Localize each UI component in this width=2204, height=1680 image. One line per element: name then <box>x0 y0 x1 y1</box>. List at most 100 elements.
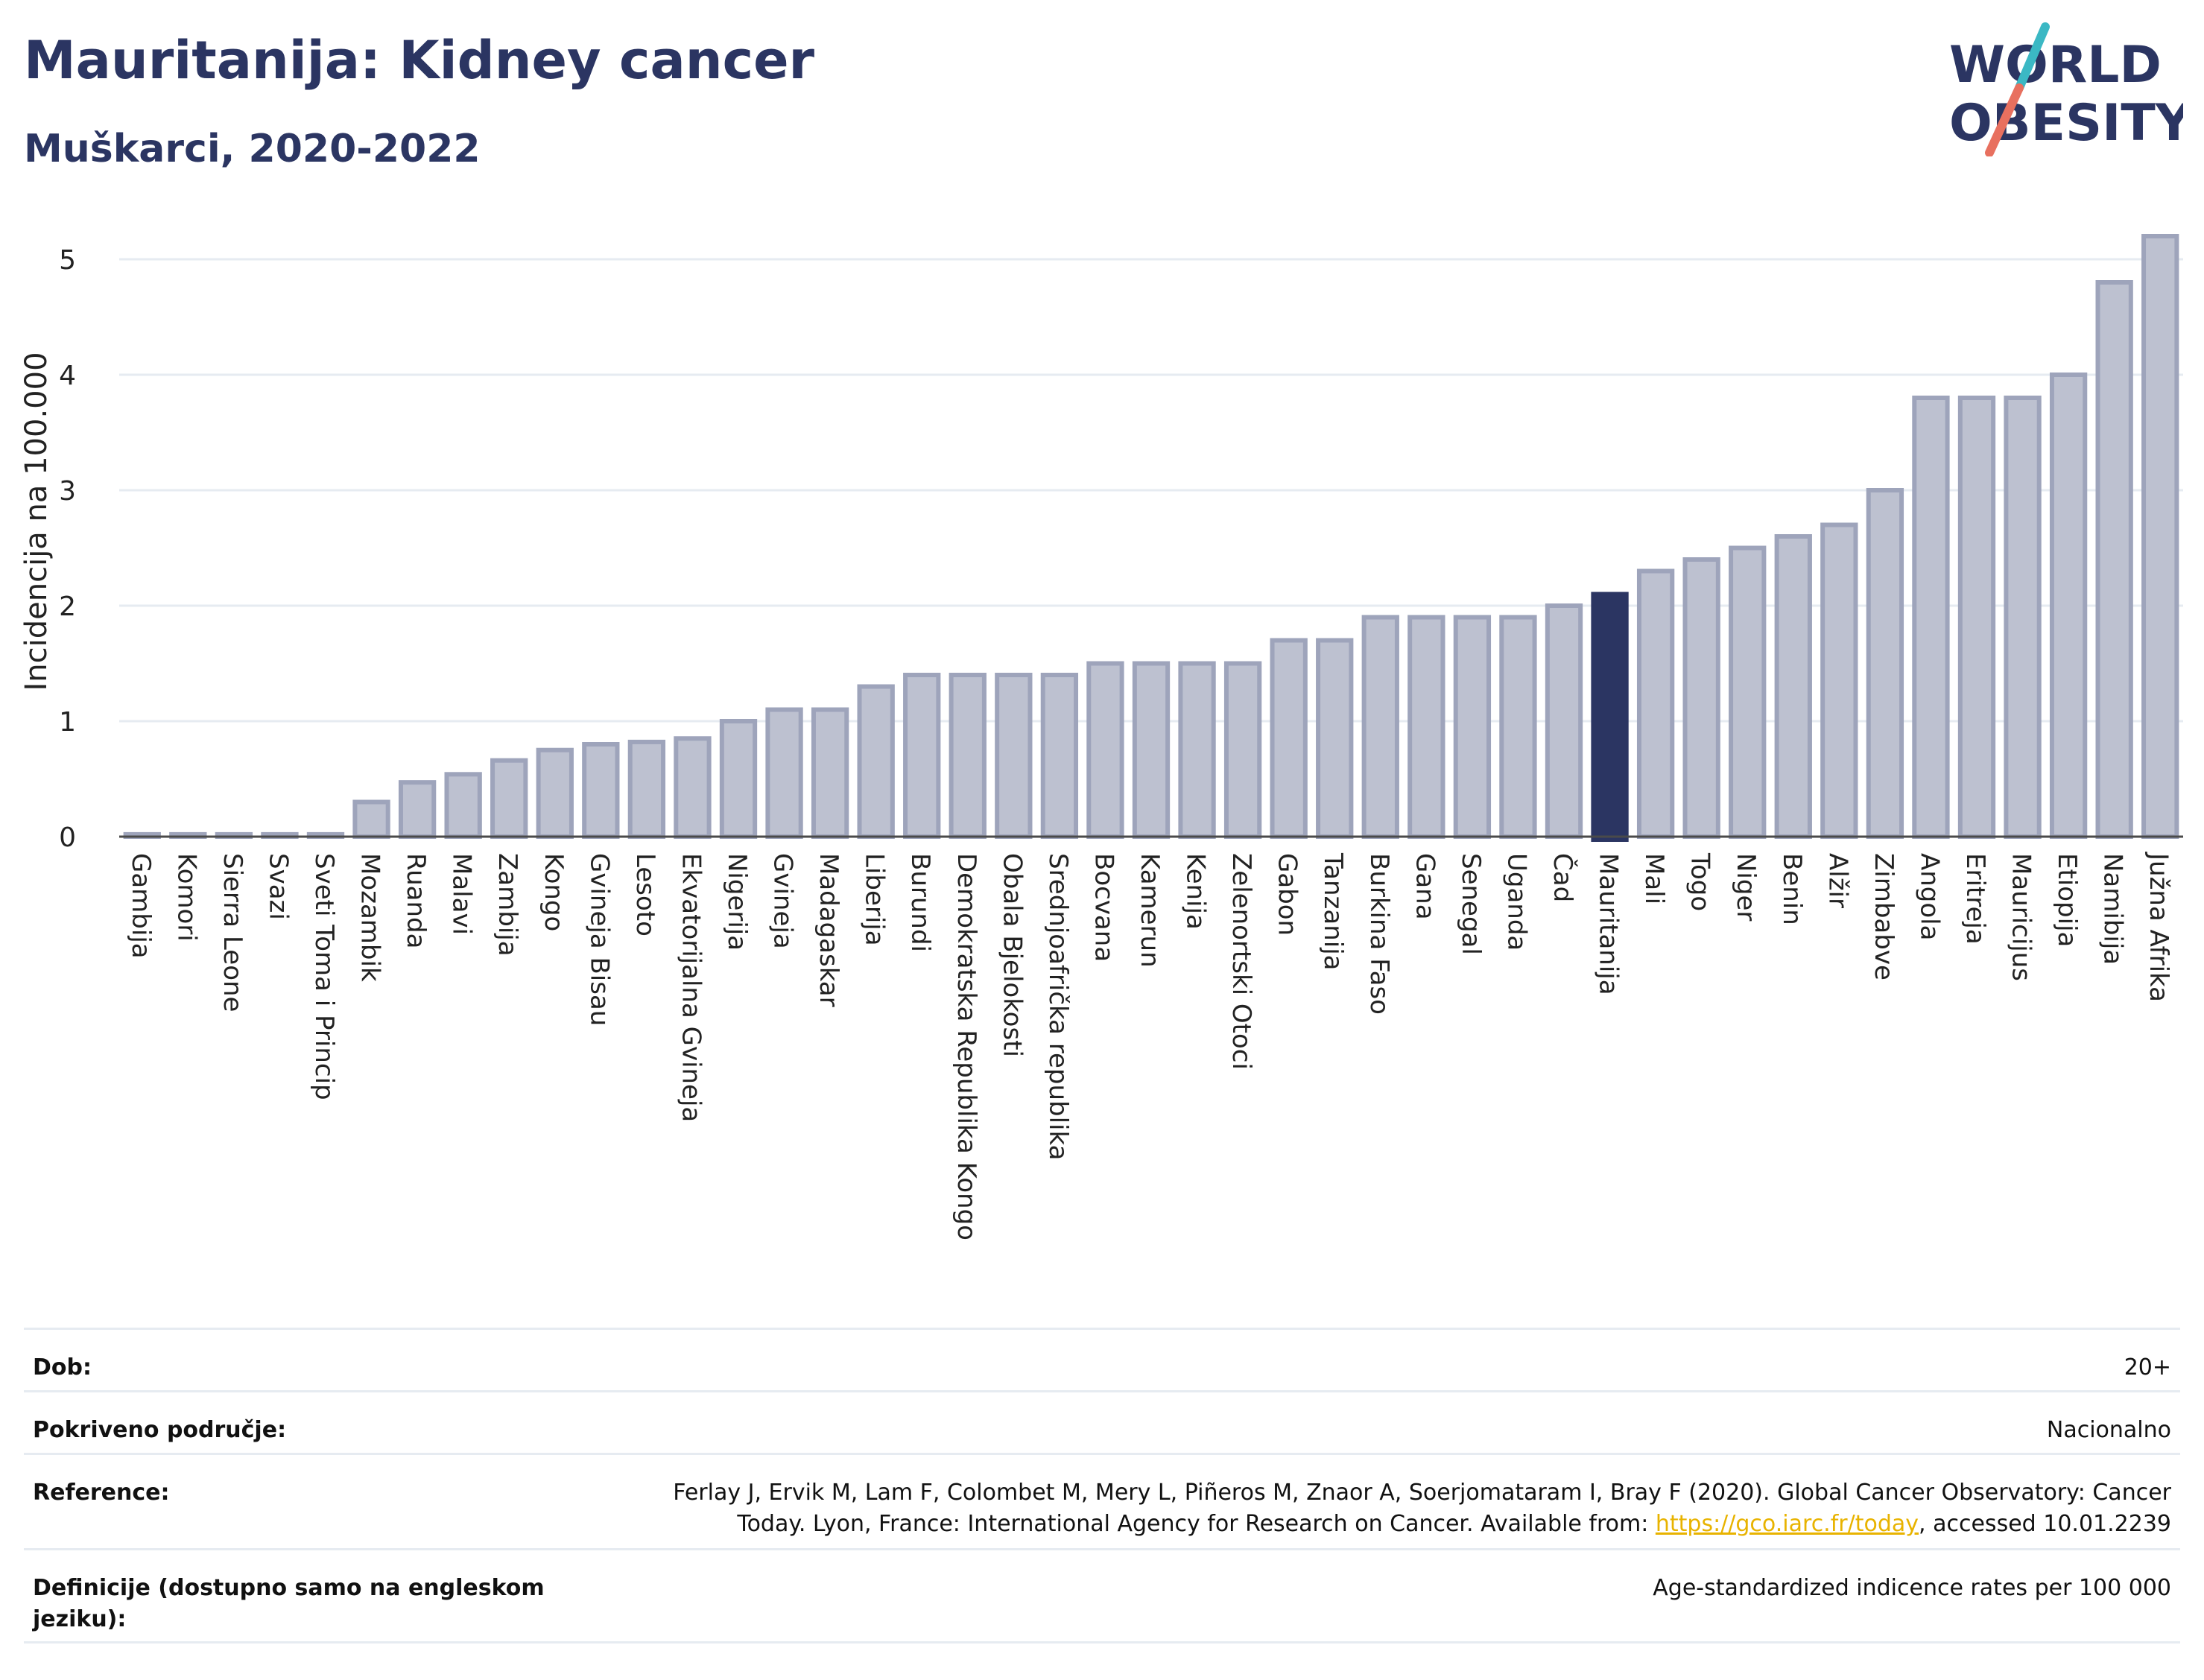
x-tick-label: Kenija <box>1181 853 1211 930</box>
bar <box>719 719 758 839</box>
meta-value-definitions: Age-standardized indicence rates per 100… <box>1653 1575 2171 1601</box>
bar <box>1866 488 1904 839</box>
bar <box>1132 661 1171 839</box>
x-tick-label: Svazi <box>263 853 293 920</box>
x-tick-label: Togo <box>1685 852 1715 911</box>
x-tick-label: Eritreja <box>1960 853 1990 945</box>
bar <box>1453 615 1492 839</box>
logo-text-world: WORLD <box>1949 36 2162 95</box>
x-tick-label: Gvineja Bisau <box>584 853 614 1026</box>
x-tick-label: Gambija <box>126 853 156 959</box>
x-tick-label: Alžir <box>1823 853 1852 908</box>
x-tick-label: Lesoto <box>630 853 660 936</box>
x-tick-label: Angola <box>1914 853 1944 940</box>
x-tick-label: Liberija <box>860 853 890 946</box>
bar <box>398 780 437 840</box>
bar <box>2004 396 2042 839</box>
x-tick-label: Južna Afrika <box>2144 852 2173 1002</box>
bar <box>1178 661 1216 839</box>
bar <box>582 742 620 839</box>
meta-row-coverage: Pokriveno područje: Nacionalno <box>24 1390 2180 1453</box>
x-tick-label: Tanzanija <box>1318 852 1348 970</box>
meta-value-age: 20+ <box>2124 1354 2171 1381</box>
bar <box>536 747 574 839</box>
bar-chart: 0 1 2 3 4 5 Gambija Komori Sierra Leone Svazi Sve… <box>19 234 2183 1240</box>
reference-link[interactable]: https://gco.iarc.fr/today <box>1655 1511 1919 1537</box>
y-tick-labels: 0 1 2 3 4 5 <box>59 245 76 853</box>
page-title: Mauritanija: Kidney cancer <box>24 30 815 91</box>
bar <box>627 739 666 840</box>
x-tick-label: Mauricijus <box>2007 853 2036 981</box>
bar <box>1545 603 1583 839</box>
bar <box>1499 615 1537 839</box>
bar <box>1820 522 1858 839</box>
bar <box>1957 396 1996 839</box>
y-tick-label: 4 <box>59 361 76 391</box>
reference-text: Ferlay J, Ervik M, Lam F, Colombet M, Me… <box>673 1480 2171 1537</box>
meta-label-definitions: Definicije (dostupno samo na engleskom j… <box>33 1575 545 1632</box>
x-tick-label: Gabon <box>1273 853 1302 936</box>
bar <box>811 707 849 839</box>
y-tick-label: 2 <box>59 592 76 622</box>
x-tick-label: Mozambik <box>355 853 385 982</box>
bar <box>490 758 528 840</box>
meta-row-age: Dob: 20+ <box>24 1328 2180 1390</box>
x-tick-label: Zambija <box>493 853 522 957</box>
bars <box>123 234 2179 842</box>
x-tick-label: Nigerija <box>722 853 752 951</box>
bar <box>1774 534 1812 839</box>
y-axis-title: Incidencija na 100.000 <box>19 352 54 691</box>
y-tick-label: 0 <box>59 822 76 853</box>
x-tick-label: Niger <box>1731 853 1761 921</box>
bar <box>765 707 803 839</box>
x-tick-label: Obala Bjelokosti <box>997 853 1027 1057</box>
bar <box>2049 373 2088 839</box>
x-tick-label: Čad <box>1548 853 1578 902</box>
bar <box>444 772 482 840</box>
bar <box>1040 673 1079 839</box>
x-tick-label: Sveti Toma i Princip <box>309 853 339 1100</box>
meta-row-definitions: Definicije (dostupno samo na engleskom j… <box>24 1548 2180 1643</box>
x-tick-label: Gvineja <box>768 853 798 949</box>
x-tick-label: Gana <box>1410 853 1440 920</box>
meta-label-coverage: Pokriveno područje: <box>33 1417 287 1443</box>
page-subtitle: Muškarci, 2020-2022 <box>24 127 481 171</box>
bar <box>1270 638 1308 839</box>
x-tick-label: Kamerun <box>1135 853 1165 968</box>
x-tick-label: Mali <box>1639 853 1669 904</box>
x-tick-label: Benin <box>1777 853 1807 925</box>
x-tick-label: Ekvatorijalna Gvineja <box>676 853 706 1122</box>
x-tick-label: Senegal <box>1456 853 1486 955</box>
logo-slash-coral <box>1985 83 2024 156</box>
x-tick-label: Malavi <box>447 853 477 935</box>
bar <box>352 799 390 839</box>
meta-label-reference: Reference: <box>33 1480 170 1506</box>
x-tick-label: Namibija <box>2098 853 2128 965</box>
bar-highlighted <box>1591 592 1629 842</box>
bar <box>1729 545 1767 839</box>
bar <box>949 673 987 839</box>
logo-text-obesity: OBESITY <box>1949 94 2183 153</box>
y-tick-label: 3 <box>59 476 76 507</box>
x-tick-labels: Gambija Komori Sierra Leone Svazi Sveti Toma… <box>126 852 2173 1240</box>
x-tick-label: Etiopija <box>2052 853 2082 947</box>
bar <box>1316 638 1354 839</box>
x-tick-label: Srednjoafrička republika <box>1043 853 1073 1160</box>
meta-label-age: Dob: <box>33 1354 92 1381</box>
bar <box>857 684 895 839</box>
meta-value-reference: Ferlay J, Ervik M, Lam F, Colombet M, Me… <box>607 1477 2171 1540</box>
bar <box>2141 234 2179 839</box>
bar <box>2095 280 2133 839</box>
bar <box>1912 396 1950 839</box>
y-tick-label: 1 <box>59 707 76 738</box>
bar <box>1636 568 1675 839</box>
bar <box>1361 615 1399 839</box>
world-obesity-logo: WORLD OBESITY <box>1949 22 2183 156</box>
x-tick-label: Sierra Leone <box>218 853 247 1012</box>
bar <box>674 736 712 839</box>
x-tick-label: Kongo <box>539 853 569 931</box>
x-tick-label: Burkina Faso <box>1364 853 1394 1015</box>
meta-value-coverage: Nacionalno <box>2046 1417 2171 1443</box>
metadata-table: Dob: 20+ Pokriveno područje: Nacionalno … <box>24 1328 2180 1643</box>
x-tick-label: Uganda <box>1501 853 1531 951</box>
